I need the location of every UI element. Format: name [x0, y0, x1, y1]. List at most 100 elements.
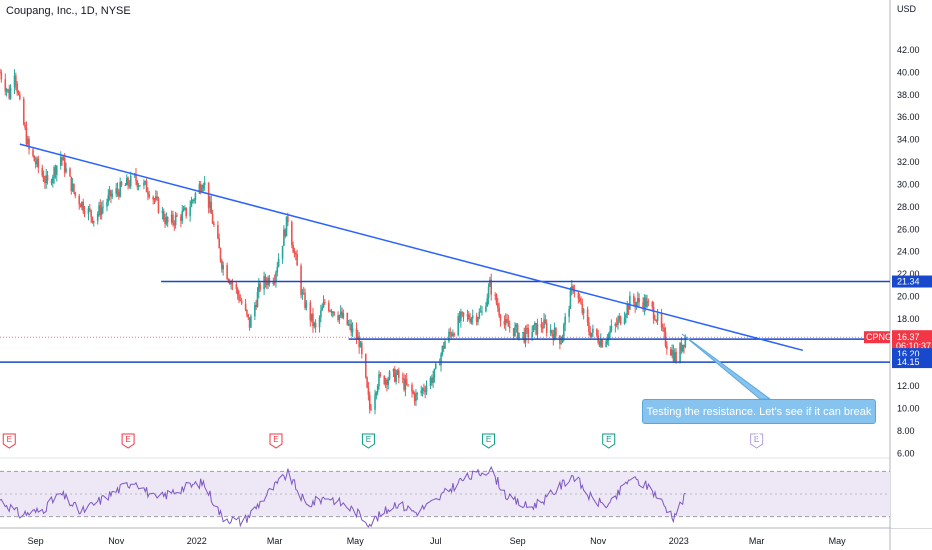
- price-tick-label: 32.00: [897, 157, 920, 167]
- candle-body: [74, 192, 77, 196]
- candle-body: [626, 304, 629, 315]
- earnings-marker-icon[interactable]: [121, 433, 135, 449]
- candle-body: [218, 238, 220, 249]
- candle-body: [255, 304, 257, 308]
- candle-body: [16, 83, 18, 93]
- candle-body: [210, 201, 213, 214]
- trendline[interactable]: [19, 143, 804, 352]
- candle-body: [683, 344, 685, 347]
- candle-body: [623, 317, 626, 324]
- candle-body: [227, 279, 230, 282]
- candle-body: [466, 314, 469, 316]
- earnings-marker-icon[interactable]: [602, 433, 616, 449]
- candle-body: [277, 258, 280, 267]
- candle-body: [236, 288, 239, 295]
- candle-body: [190, 200, 193, 207]
- candle-body: [527, 328, 529, 337]
- symbol-tag-label: CPNG: [866, 332, 892, 342]
- candle-body: [342, 312, 345, 318]
- candle-body: [147, 192, 149, 195]
- earnings-marker-icon[interactable]: [750, 433, 764, 449]
- candle-body: [250, 316, 252, 328]
- candle-body: [392, 368, 395, 372]
- earnings-marker-icon[interactable]: [269, 433, 283, 449]
- candle-body: [471, 315, 474, 319]
- candle-body: [651, 301, 654, 307]
- candle-body: [276, 266, 279, 273]
- candle-body: [62, 157, 65, 161]
- candle-body: [115, 188, 118, 194]
- candle-body: [551, 330, 553, 334]
- earnings-marker-icon[interactable]: [2, 433, 16, 449]
- earnings-marker-letter: E: [606, 435, 611, 444]
- candle-body: [660, 313, 663, 328]
- candle-body: [564, 316, 566, 325]
- candle-body: [536, 323, 539, 335]
- currency-label: USD: [897, 4, 917, 14]
- rsi-line: [0, 465, 686, 528]
- price-axis[interactable]: USD 42.00 40.00 38.00 36.00 34.00 32.00 30.00 28…: [891, 0, 932, 528]
- candle-body: [4, 79, 7, 92]
- tag-21-34-label: 21.34: [897, 277, 920, 287]
- candle-body: [265, 282, 268, 286]
- candle-body: [638, 298, 640, 303]
- candle-body: [153, 199, 156, 201]
- earnings-marker-icon[interactable]: [361, 433, 375, 449]
- candle-body: [523, 332, 526, 343]
- time-axis[interactable]: Sep Nov 2022 Mar May Jul Sep Nov 2023 Mar May: [28, 536, 847, 546]
- candle-body: [374, 395, 376, 410]
- candle-body: [552, 333, 555, 340]
- candle-body: [569, 290, 572, 310]
- candle-body: [379, 374, 382, 376]
- candle-body: [0, 72, 3, 80]
- candle-body: [145, 181, 148, 193]
- candle-body: [633, 295, 635, 303]
- candle-body: [88, 208, 91, 211]
- candle-body: [50, 180, 53, 183]
- candle-body: [461, 311, 463, 313]
- tag-16-20-label: 16.20: [897, 349, 920, 359]
- candle-body: [46, 175, 49, 181]
- candle-body: [349, 324, 351, 326]
- candle-body: [213, 223, 215, 225]
- candle-body: [448, 331, 450, 342]
- candle-body: [424, 390, 426, 393]
- candle-body: [590, 332, 593, 337]
- candle-body: [107, 194, 110, 203]
- candle-body: [453, 333, 456, 336]
- candle-body: [598, 342, 601, 347]
- candle-body: [156, 196, 158, 198]
- candle-body: [127, 177, 129, 186]
- price-tick-label: 24.00: [897, 247, 920, 257]
- candle-body: [44, 181, 46, 184]
- candle-body: [240, 300, 243, 304]
- candle-body: [281, 245, 284, 259]
- tag-14-15: [892, 356, 932, 369]
- time-tick-label: May: [829, 536, 847, 546]
- annotation-callout[interactable]: Testing the resistance. Let’s see if it …: [642, 399, 876, 443]
- candle-body: [535, 322, 537, 335]
- candle-body: [191, 200, 194, 202]
- candle-body: [110, 190, 112, 197]
- candle-body: [560, 342, 563, 344]
- candle-body: [573, 290, 576, 293]
- candle-body: [165, 217, 168, 224]
- earnings-marker-icon[interactable]: [482, 433, 496, 449]
- candle-body: [155, 196, 157, 200]
- candle-body: [333, 311, 335, 316]
- candle-body: [313, 322, 316, 327]
- candle-body: [600, 339, 602, 347]
- price-tick-label: 6.00: [897, 448, 915, 458]
- candle-body: [397, 370, 400, 378]
- candle-body: [589, 332, 592, 337]
- candle-body: [524, 327, 527, 343]
- candle-body: [338, 315, 341, 321]
- candle-body: [5, 89, 8, 92]
- candle-body: [671, 350, 673, 356]
- time-tick-label: May: [347, 536, 365, 546]
- candle-body: [663, 328, 665, 332]
- candle-body: [679, 343, 681, 362]
